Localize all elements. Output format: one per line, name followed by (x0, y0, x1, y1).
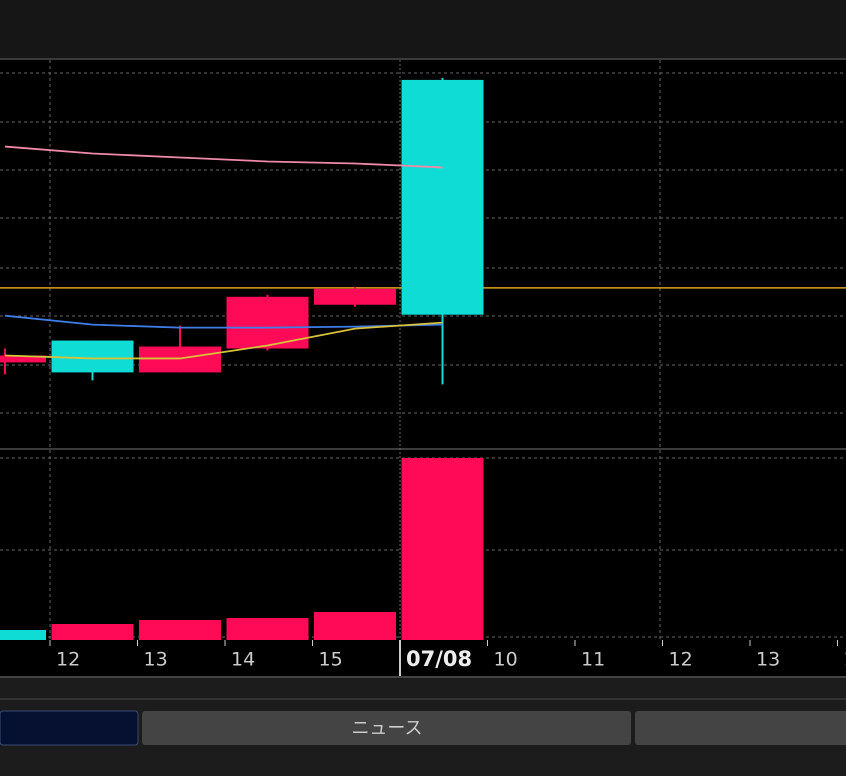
moving-average (4, 145, 443, 169)
moving-average (4, 314, 443, 329)
x-tick-label: 12 (56, 649, 80, 671)
candle-body (401, 79, 484, 315)
volume-bar (51, 624, 134, 640)
candle-body (314, 288, 396, 305)
tab[interactable] (142, 711, 631, 745)
x-tick-label: 07/08 (406, 647, 472, 671)
candle-body (51, 340, 134, 373)
separator (0, 58, 846, 60)
tab-label: ニュース (351, 718, 422, 739)
candle-body (139, 346, 221, 373)
separator (0, 698, 846, 700)
tab[interactable] (635, 711, 846, 745)
x-tick-label: 13 (756, 649, 780, 671)
volume-bar (139, 620, 221, 640)
x-tick-label: 15 (319, 649, 343, 671)
x-tick-label: 12 (669, 649, 693, 671)
volume-bar (401, 458, 484, 640)
x-tick-label: 11 (581, 649, 605, 671)
x-tick-label: 13 (144, 649, 168, 671)
x-tick-label: 14 (844, 649, 846, 671)
candle-body (0, 355, 46, 363)
separator (0, 676, 846, 678)
volume-bar (0, 630, 46, 640)
separator (0, 448, 846, 450)
tab[interactable] (0, 710, 139, 746)
volume-bar (226, 618, 309, 640)
moving-average (4, 321, 443, 360)
x-tick-label: 14 (231, 649, 255, 671)
volume-bar (314, 612, 396, 640)
x-tick-label: 10 (494, 649, 518, 671)
top-bar (0, 0, 846, 58)
